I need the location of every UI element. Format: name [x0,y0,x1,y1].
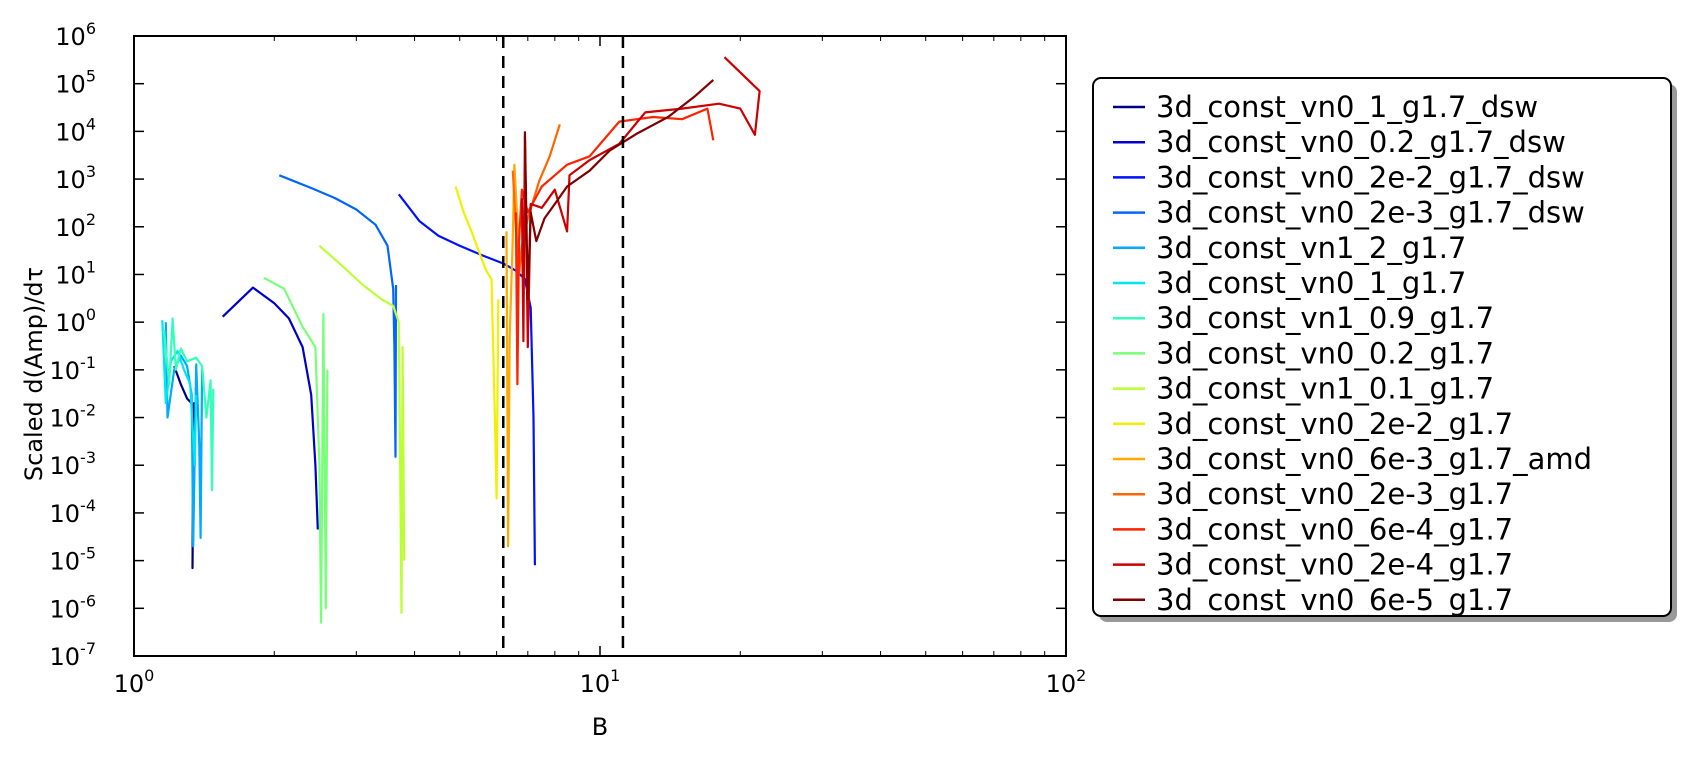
y-tick-label: 10-6 [50,591,97,623]
y-tick-label: 102 [55,210,96,242]
x-tick-label: 101 [580,666,621,698]
y-tick-label: 10-2 [50,401,97,433]
legend-label-7: 3d_const_vn1_0.9_g1.7 [1156,301,1494,335]
legend-label-11: 3d_const_vn0_6e-3_g1.7_amd [1156,442,1592,476]
legend-label-12: 3d_const_vn0_2e-3_g1.7 [1156,477,1513,511]
y-tick-label: 100 [55,305,96,337]
legend-label-15: 3d_const_vn0_6e-5_g1.7 [1156,583,1513,617]
legend-label-6: 3d_const_vn0_1_g1.7 [1156,266,1466,300]
y-tick-label: 105 [55,67,96,99]
series-line-4 [278,174,398,458]
legend-label-13: 3d_const_vn0_6e-4_g1.7 [1156,512,1513,546]
x-axis-label: B [592,713,608,741]
series-line-6 [161,320,198,467]
y-tick-label: 10-3 [50,448,97,480]
series-line-14 [520,56,761,349]
series-line-2 [221,286,319,530]
y-tick-label: 101 [55,257,96,289]
series-line-11 [505,163,521,548]
series-line-15 [523,79,715,301]
legend-label-14: 3d_const_vn0_2e-4_g1.7 [1156,548,1513,582]
legend-label-9: 3d_const_vn1_0.1_g1.7 [1156,372,1494,406]
y-tick-label: 10-5 [50,544,97,576]
y-tick-label: 10-4 [50,496,97,528]
plot-area: 100 101 102 106 105 104 103 102 101 100 10-1 10-2 10… [50,19,1087,698]
series-line-13 [514,107,715,386]
y-axis-label: Scaled d(Amp)/dτ [20,267,48,481]
legend-label-10: 3d_const_vn0_2e-2_g1.7 [1156,407,1513,441]
legend-label-4: 3d_const_vn0_2e-3_g1.7_dsw [1156,196,1585,230]
legend-label-1: 3d_const_vn0_1_g1.7_dsw [1156,90,1538,124]
legend-box [1092,77,1672,617]
legend-label-5: 3d_const_vn1_2_g1.7 [1156,231,1466,265]
series-line-8 [263,276,329,624]
series-line-7 [162,317,215,492]
y-tick-label: 104 [55,114,96,146]
x-tick-label: 100 [114,666,155,698]
y-tick-label: 10-1 [50,353,97,385]
y-tick-label: 10-7 [50,639,97,671]
y-tick-label: 103 [55,162,96,194]
x-tick-label: 102 [1046,666,1087,698]
series-line-9 [318,244,406,614]
legend-label-2: 3d_const_vn0_0.2_g1.7_dsw [1156,125,1566,159]
series-line-10 [454,186,500,500]
legend-label-3: 3d_const_vn0_2e-2_g1.7_dsw [1156,160,1585,194]
legend: 3d_const_vn0_1_g1.7_dsw3d_const_vn0_0.2_… [1092,77,1677,622]
y-tick-label: 106 [55,19,96,51]
legend-label-8: 3d_const_vn0_0.2_g1.7 [1156,336,1494,370]
